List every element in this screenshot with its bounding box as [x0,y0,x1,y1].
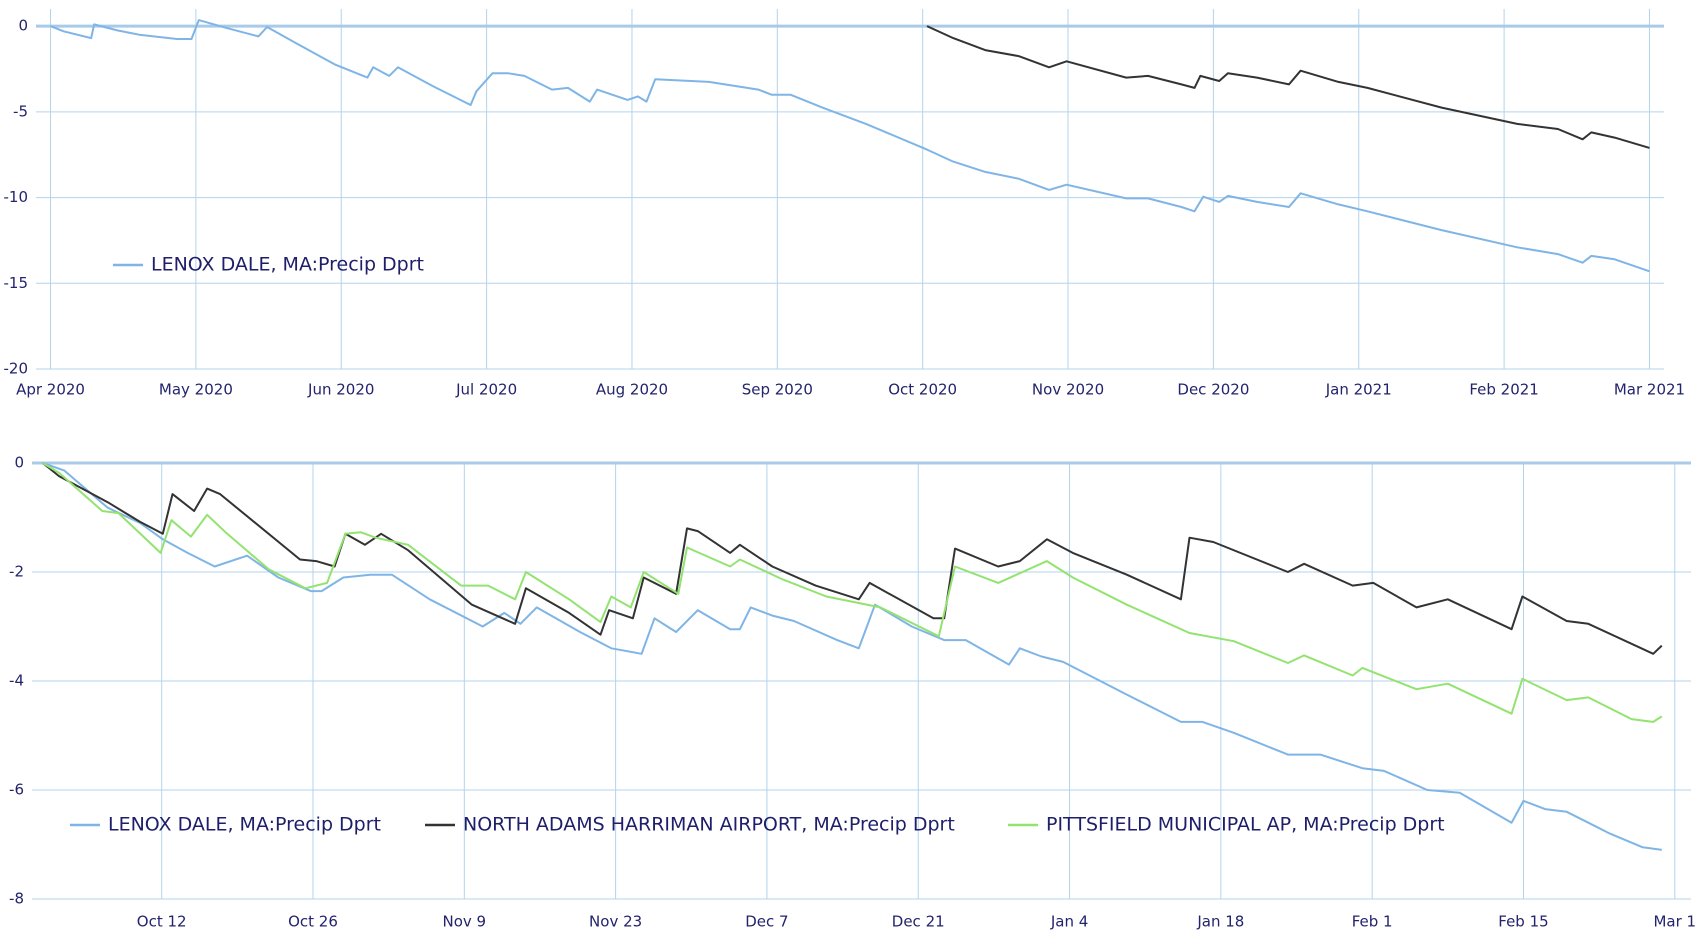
x-tick-label: Oct 2020 [888,381,957,399]
x-tick-label: Feb 15 [1498,913,1548,931]
series-line [42,462,1662,851]
x-tick-label: Jun 2020 [307,381,374,399]
x-tick-label: Jan 4 [1050,913,1088,931]
series-line [50,19,1650,273]
series-line [926,25,1650,149]
x-tick-label: Oct 12 [137,913,187,931]
y-tick-label: -4 [9,672,24,690]
legend-label: LENOX DALE, MA:Precip Dprt [151,254,424,276]
y-tick-label: -20 [4,360,29,378]
chart-panel: Oct 12 Oct 26 Nov 9 Nov 23 Dec 7 Dec 21 Jan 4 J… [9,454,1696,931]
legend-label: PITTSFIELD MUNICIPAL AP, MA:Precip Dprt [1046,814,1445,836]
y-tick-label: 0 [18,17,28,35]
x-tick-label: Jan 2021 [1325,381,1392,399]
series-line [42,462,1663,723]
y-tick-label: -2 [9,563,24,581]
x-tick-label: Mar 2021 [1614,381,1685,399]
x-tick-label: Sep 2020 [742,381,813,399]
x-tick-label: Aug 2020 [596,381,668,399]
y-tick-label: -10 [4,188,29,206]
x-tick-label: Feb 1 [1352,913,1393,931]
x-tick-label: May 2020 [159,381,233,399]
x-tick-label: Dec 7 [745,913,788,931]
x-tick-label: Jan 18 [1196,913,1244,931]
y-tick-label: -6 [9,781,24,799]
x-tick-label: Nov 2020 [1032,381,1104,399]
y-tick-label: -15 [4,274,29,292]
legend-label: LENOX DALE, MA:Precip Dprt [108,814,381,836]
x-tick-label: Dec 2020 [1177,381,1249,399]
chart-panel: Apr 2020 May 2020 Jun 2020 Jul 2020 Aug 2020… [4,9,1685,399]
x-tick-label: Nov 9 [443,913,487,931]
x-tick-label: Oct 26 [288,913,338,931]
y-tick-label: -8 [9,890,24,908]
y-tick-label: -5 [13,102,28,120]
x-tick-label: Nov 23 [589,913,642,931]
x-tick-label: Jul 2020 [455,381,517,399]
x-tick-label: Feb 2021 [1469,381,1539,399]
series-line [42,462,1663,655]
legend-label: NORTH ADAMS HARRIMAN AIRPORT, MA:Precip … [463,814,955,836]
x-tick-label: Dec 21 [892,913,945,931]
y-tick-label: 0 [14,454,24,472]
x-tick-label: Apr 2020 [16,381,85,399]
x-tick-label: Mar 1 [1653,913,1696,931]
